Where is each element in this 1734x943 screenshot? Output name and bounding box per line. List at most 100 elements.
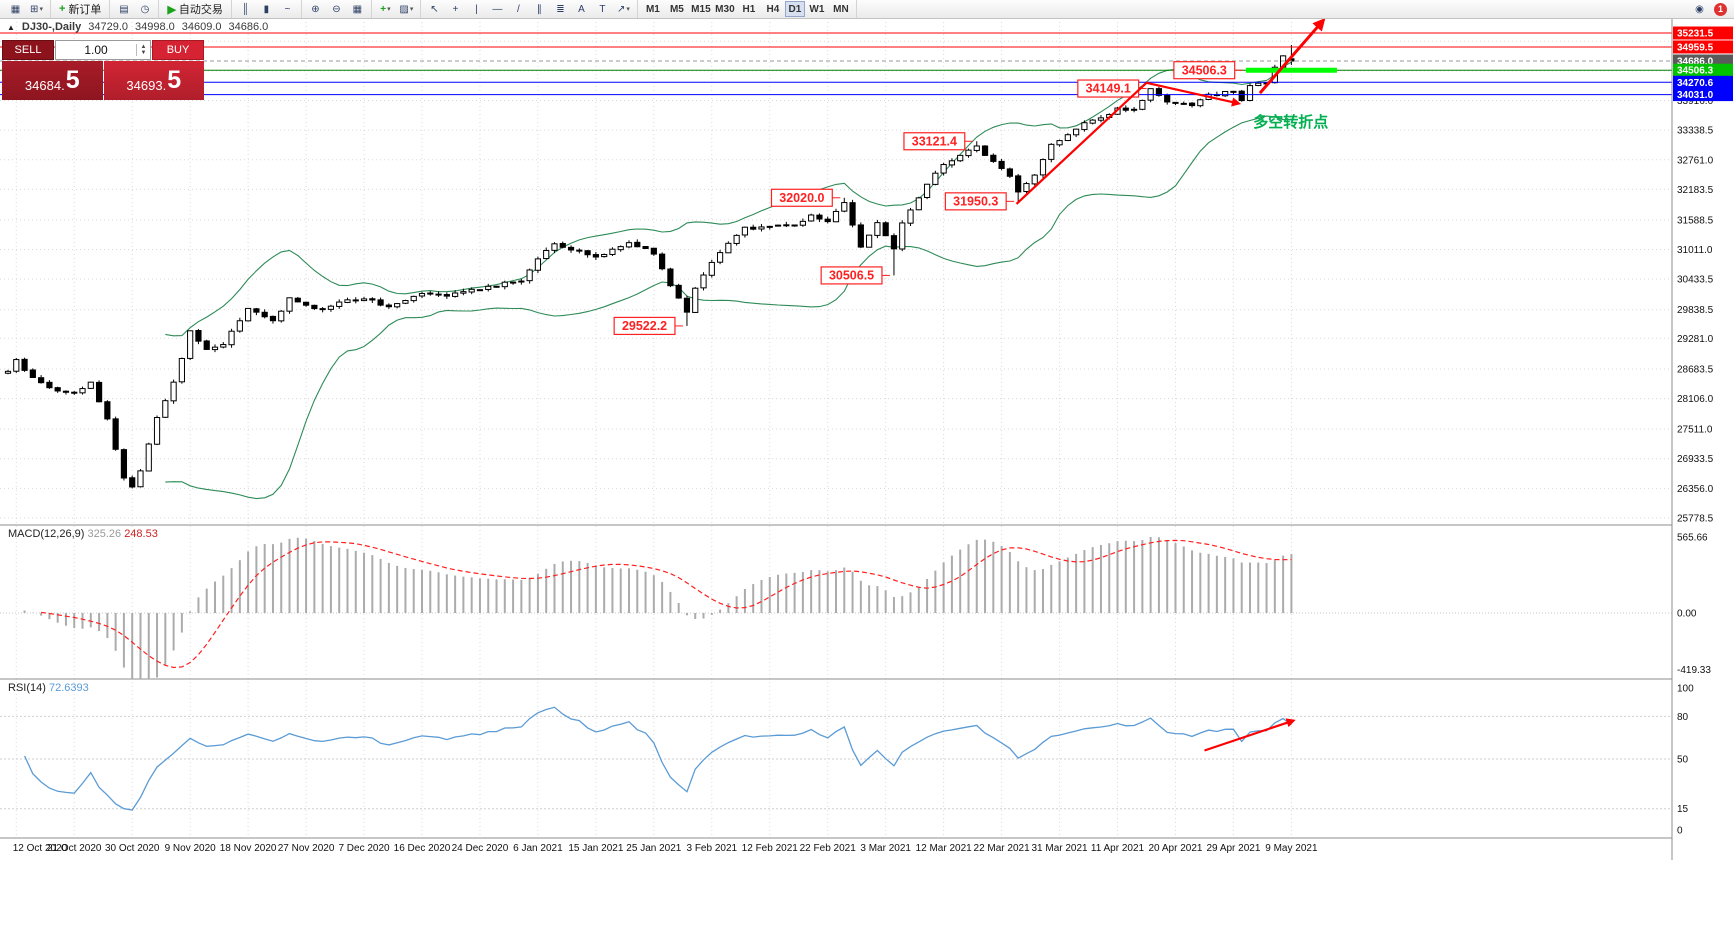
toolbar-groups: ▦ ⊞ ▾ + 新订单 ▤ ◷ ▶ 自动交易 ║ ▮ ~ ⊕ ⊖ ▦ + ▾ ▨ ▾ ↖ + | — / ∥ ≣ A T ↗ ▾ M1 M5 M… [2,0,857,18]
line-chart-icon[interactable]: ~ [284,3,291,15]
price-annotation-box[interactable] [944,192,1007,211]
zoom-out-icon[interactable]: ⊖ [332,3,341,15]
trend-arrow[interactable] [1258,17,1326,95]
indicators-icon[interactable]: + ▾ [380,3,391,15]
crosshair-icon[interactable]: + [452,3,459,15]
price-annotation-box[interactable] [1077,79,1140,98]
candle [932,172,939,185]
autotrade-button[interactable]: ▶ 自动交易 [167,3,223,17]
candle [170,381,177,402]
macd-axis-label: -419.33 [1677,665,1711,676]
rsi-arrow[interactable] [1204,718,1296,752]
candle [203,340,210,350]
trend-arrow[interactable] [1015,81,1242,205]
candle [112,418,119,450]
volume-up-icon[interactable]: ▲ [140,44,147,50]
alerts-icon[interactable]: ◷ [140,3,150,15]
candle [634,241,641,248]
timeframe-M5[interactable]: M5 [669,3,684,15]
text-icon[interactable]: A [578,3,585,15]
channel-icon[interactable]: ∥ [536,3,542,15]
profiles-icon[interactable]: ⊞ ▾ [30,3,43,15]
volume-spin-buttons[interactable]: ▲ ▼ [136,44,150,56]
time-tick-label: 25 Jan 2021 [626,843,681,854]
candle [675,284,682,299]
volume-down-icon[interactable]: ▼ [140,50,147,56]
candle [385,304,392,308]
price-annotation-box[interactable] [820,266,883,285]
volume-value[interactable]: 1.00 [84,43,108,57]
oneclick-toggle-icon[interactable]: ▲ [7,22,15,32]
buy-button[interactable]: BUY [152,40,204,60]
timeframe-MN[interactable]: MN [833,3,849,15]
candle [857,224,864,248]
timeframe-D1[interactable]: D1 [784,1,805,17]
candle [87,381,94,389]
candle [54,387,61,392]
sell-price[interactable]: 34684. 5 [2,61,103,100]
candle [228,330,235,346]
toolbar-right: ◉ 1 [1689,1,1732,17]
candle [576,249,583,252]
bar-chart-icon[interactable]: ║ [241,3,249,15]
cursor-icon[interactable]: ↖ [430,3,439,15]
zoom-in-icon[interactable]: ⊕ [311,3,320,15]
price-axis[interactable]: 33916.0 33338.5 32761.0 32183.5 31588.5 31011… [1671,18,1734,943]
notification-badge[interactable]: 1 [1714,2,1727,16]
candle [832,210,840,223]
rsi-indicator-label: RSI(14) 72.6393 [8,682,89,694]
new-order-button[interactable]: + 新订单 [59,3,102,16]
price-level-tag [1673,26,1733,40]
rsi-pane [0,706,1672,811]
price-tick-label: 33916.0 [1677,96,1714,107]
candle [1139,99,1146,110]
candle [187,330,194,359]
turning-point-label[interactable]: 多空转折点 [1253,113,1328,131]
arrows-tool-icon[interactable]: ↗ ▾ [616,3,630,15]
tile-windows-icon[interactable]: ▦ [352,3,363,15]
bollinger-lower-band [165,115,1292,500]
time-tick-label: 11 Apr 2021 [1091,843,1145,854]
candle [683,297,691,313]
volume-stepper[interactable]: 1.00 ▲ ▼ [55,40,151,60]
timeframe-M1[interactable]: M1 [645,3,660,15]
time-tick-label: 3 Mar 2021 [860,843,911,854]
templates-icon[interactable]: ▨ ▾ [399,3,414,15]
timeframe-M15[interactable]: M15 [691,3,711,15]
time-tick-label: 15 Jan 2021 [568,843,623,854]
rsi-axis-label: 0 [1677,826,1683,837]
candle [915,197,922,211]
candle [692,287,699,313]
horizontal-line-icon[interactable]: — [492,3,503,15]
new-chart-icon[interactable]: ▦ [10,3,21,15]
vertical-line-icon[interactable]: | [475,3,478,15]
candle [211,346,219,351]
candle [1048,143,1055,160]
price-annotation-box[interactable] [613,316,676,336]
price-annotation-box[interactable] [1173,61,1236,80]
trendline-icon[interactable]: / [517,3,520,15]
market-watch-icon[interactable]: ▤ [119,3,129,15]
price-annotation-box[interactable] [770,188,833,207]
candlestick-chart-icon[interactable]: ▮ [263,3,270,15]
time-tick-label: 30 Oct 2020 [105,843,160,854]
community-icon[interactable]: ◉ [1695,3,1704,15]
horizontal-level-lines[interactable] [0,32,1672,96]
price-annotation-box[interactable] [903,132,966,151]
price-tick-label: 31588.5 [1677,215,1714,226]
timeframe-H4[interactable]: H4 [766,3,780,15]
candle [509,281,517,284]
candle [990,154,997,162]
timeframe-M30[interactable]: M30 [715,3,735,15]
candle [758,226,765,230]
buy-price[interactable]: 34693. 5 [103,61,204,100]
candle [1097,117,1105,121]
label-icon[interactable]: T [599,3,606,15]
fibonacci-icon[interactable]: ≣ [556,3,565,15]
sell-button[interactable]: SELL [2,40,54,60]
timeframe-W1[interactable]: W1 [809,3,825,15]
timeframe-H1[interactable]: H1 [742,3,756,15]
candle [799,220,806,226]
